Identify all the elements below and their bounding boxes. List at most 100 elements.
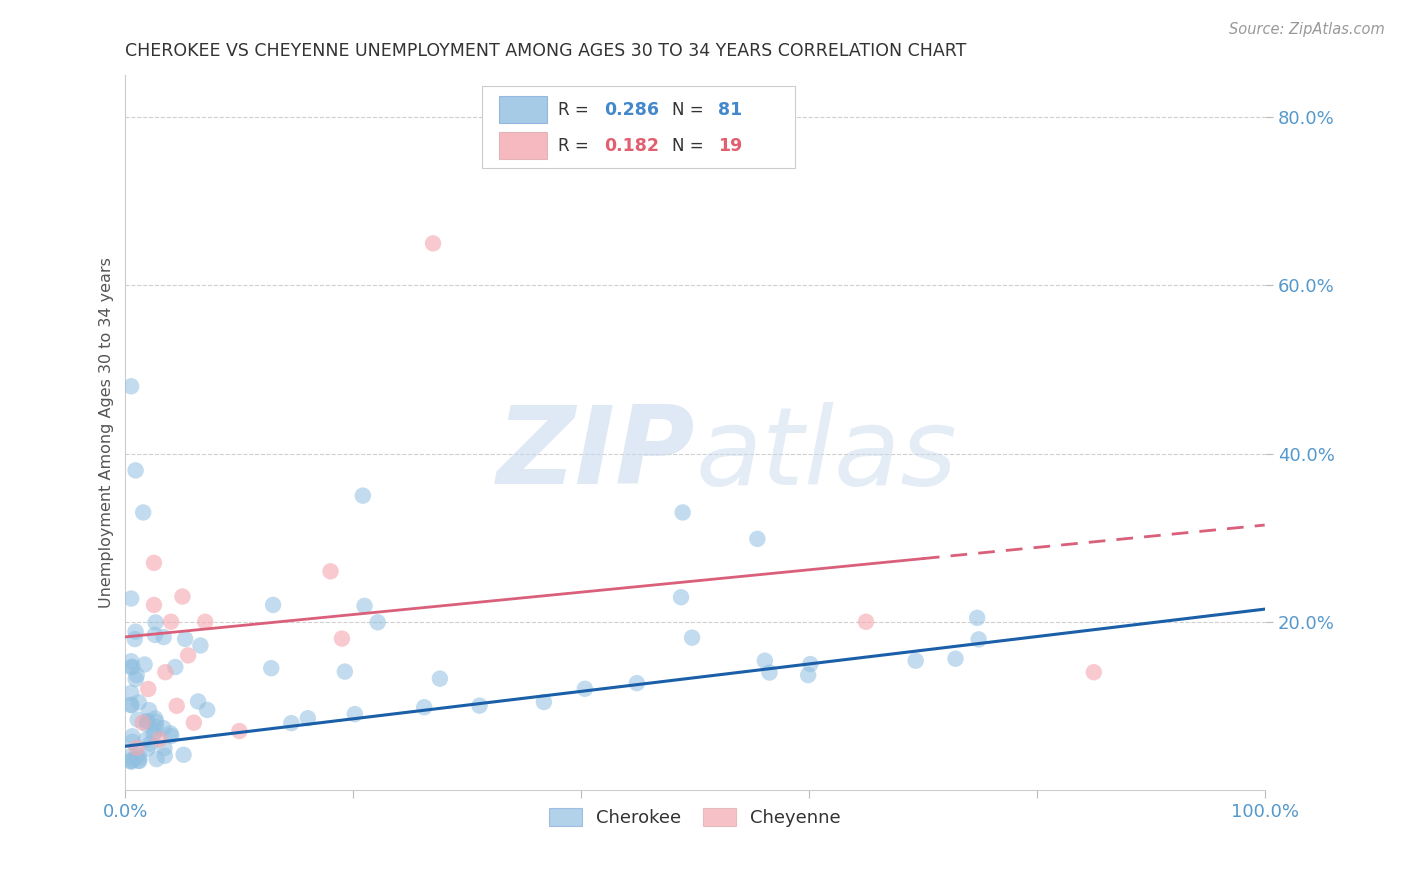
Point [195,703,218,717]
Point [797,668,820,682]
Point [145,720,167,734]
Point [160,729,183,743]
Point [966,611,988,625]
Point [422,236,444,251]
Point [754,654,776,668]
FancyBboxPatch shape [482,86,796,168]
Point [125,748,148,763]
Point [758,665,780,680]
Point [149,732,172,747]
Point [799,657,821,671]
Point [120,754,142,768]
Point [136,714,159,728]
Point [330,632,353,646]
Point [228,724,250,739]
Text: 0.286: 0.286 [605,101,659,119]
Point [143,628,166,642]
Text: R =: R = [558,101,589,119]
Point [177,648,200,663]
Point [855,615,877,629]
Point [669,591,692,605]
Point [124,672,146,686]
Point [125,668,148,682]
Point [174,632,197,646]
Text: atlas: atlas [695,401,957,507]
Point [155,665,177,680]
Point [142,598,165,612]
Point [672,505,695,519]
Text: 19: 19 [718,136,742,154]
Text: N =: N = [672,101,704,119]
Point [574,681,596,696]
Point [121,660,143,674]
Point [166,698,188,713]
Point [262,598,284,612]
Point [120,660,142,674]
Text: Source: ZipAtlas.com: Source: ZipAtlas.com [1229,22,1385,37]
Point [145,714,167,729]
Point [121,729,143,743]
Point [125,740,148,755]
Text: ZIP: ZIP [496,401,695,507]
Point [128,754,150,768]
Point [120,698,142,712]
Point [152,630,174,644]
Point [533,695,555,709]
Point [120,686,142,700]
Text: CHEROKEE VS CHEYENNE UNEMPLOYMENT AMONG AGES 30 TO 34 YEARS CORRELATION CHART: CHEROKEE VS CHEYENNE UNEMPLOYMENT AMONG … [125,42,967,60]
Point [904,654,927,668]
Point [120,379,142,393]
FancyBboxPatch shape [499,96,547,123]
Point [153,748,176,763]
Point [128,695,150,709]
Point [681,631,703,645]
FancyBboxPatch shape [499,132,547,159]
Point [121,735,143,749]
Point [120,753,142,767]
Point [297,711,319,725]
Point [124,632,146,646]
Point [352,489,374,503]
Point [747,532,769,546]
Point [128,750,150,764]
Point [260,661,283,675]
Point [945,651,967,665]
Point [187,694,209,708]
Point [138,703,160,717]
Point [132,505,155,519]
Text: 81: 81 [718,101,742,119]
Point [429,672,451,686]
Point [190,639,212,653]
Point [343,707,366,722]
Point [120,591,142,606]
Text: 0.182: 0.182 [605,136,659,154]
Point [136,741,159,756]
Point [468,698,491,713]
Text: N =: N = [672,136,704,154]
Point [1083,665,1105,680]
Point [145,615,167,630]
Point [127,713,149,727]
Point [131,715,153,730]
Point [136,681,159,696]
Point [367,615,389,630]
Point [319,564,342,578]
Point [120,755,142,769]
Y-axis label: Unemployment Among Ages 30 to 34 years: Unemployment Among Ages 30 to 34 years [100,257,114,608]
Point [160,615,183,629]
Point [145,752,167,766]
Point [353,599,375,613]
Point [120,698,142,712]
Point [172,590,194,604]
Point [967,632,990,647]
Point [333,665,356,679]
Point [124,624,146,639]
Point [143,724,166,739]
Point [139,737,162,751]
Point [124,463,146,477]
Point [626,676,648,690]
Point [280,716,302,731]
Point [142,556,165,570]
Point [136,714,159,729]
Legend: Cherokee, Cheyenne: Cherokee, Cheyenne [543,801,848,835]
